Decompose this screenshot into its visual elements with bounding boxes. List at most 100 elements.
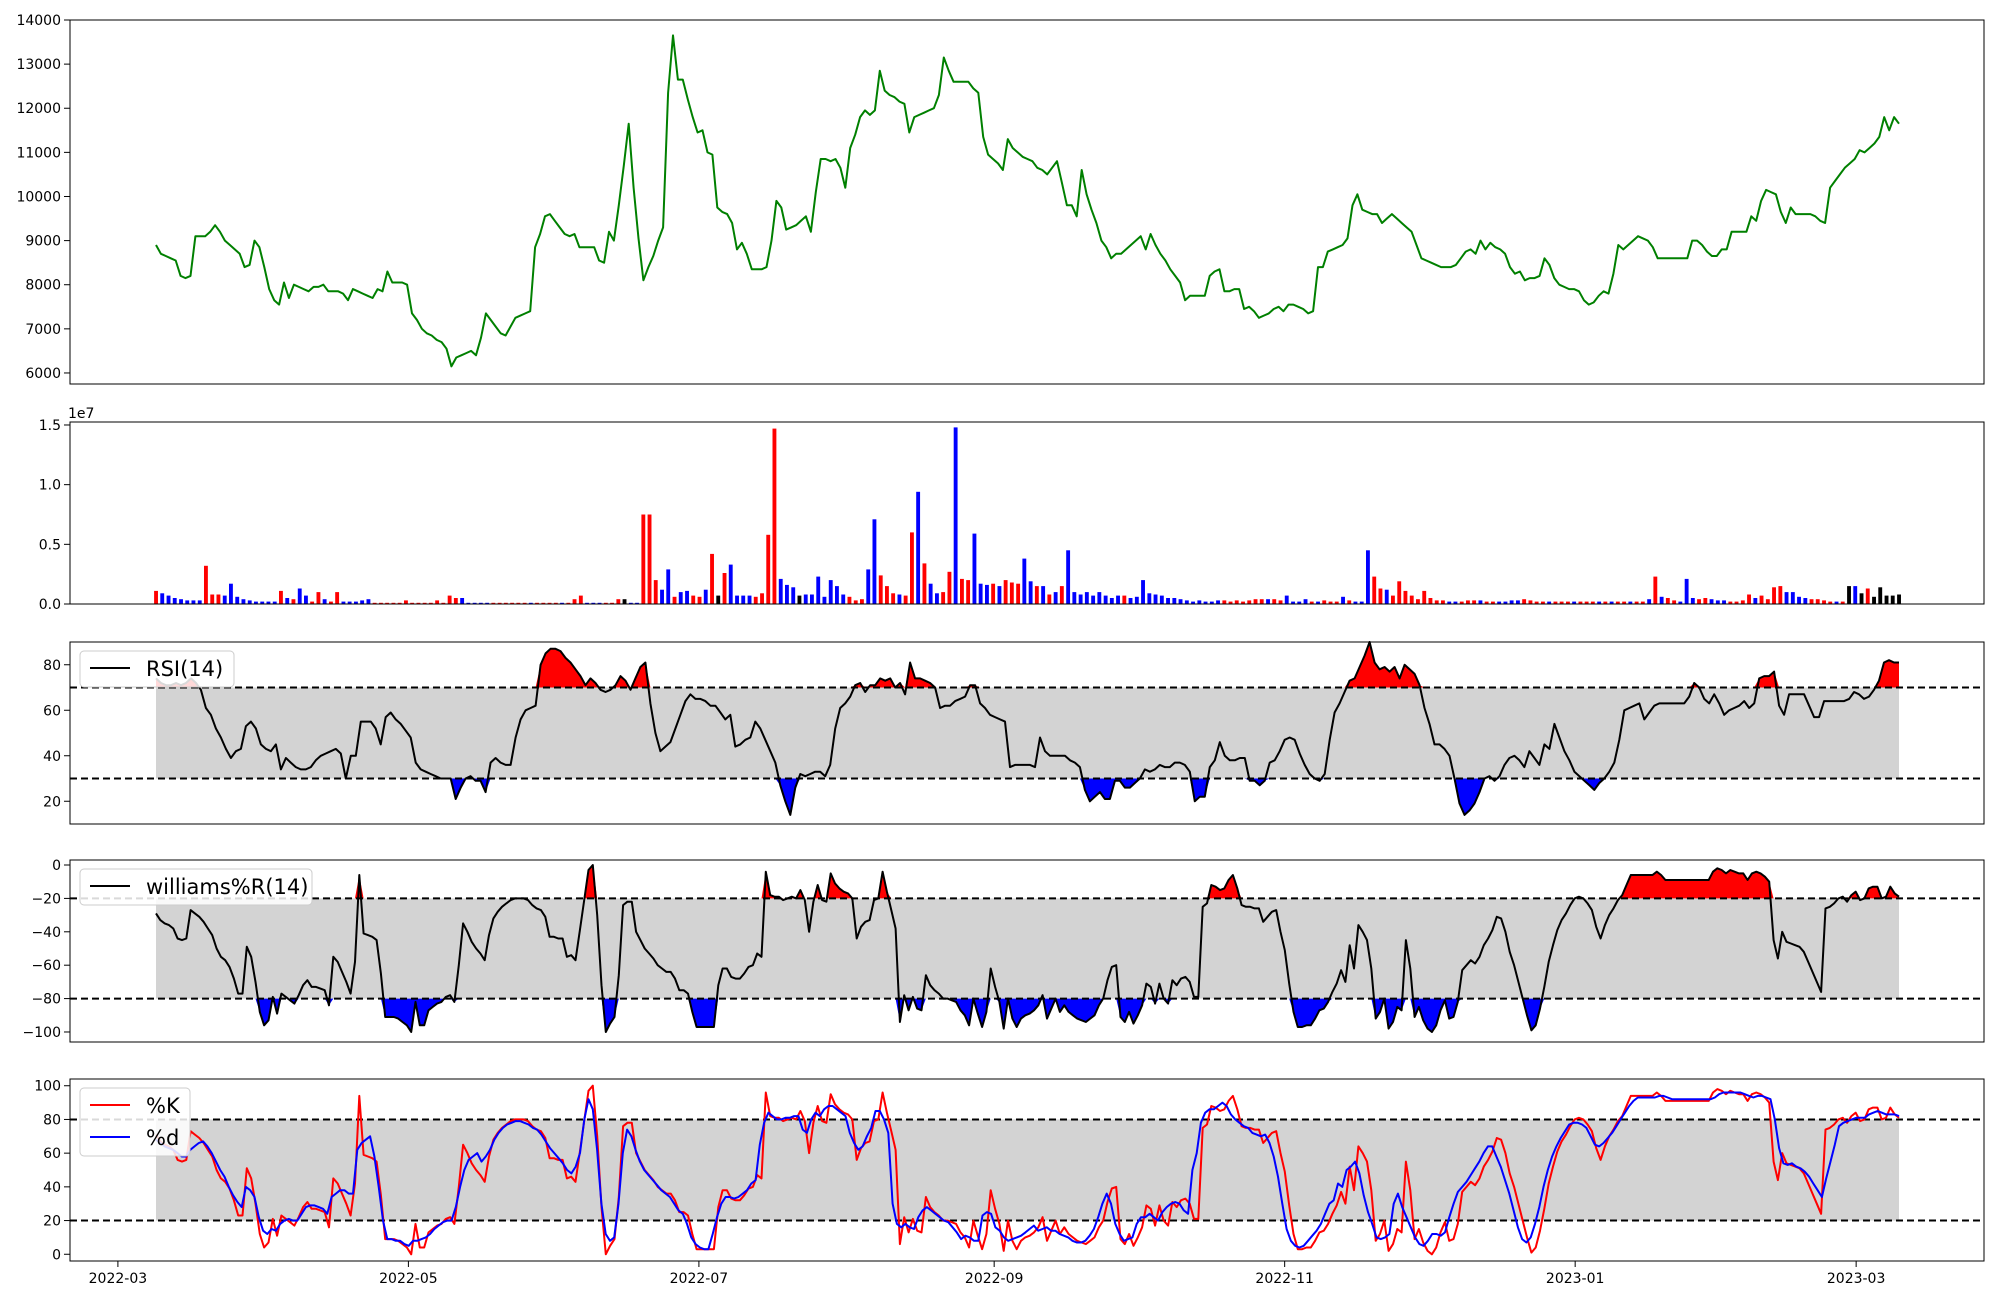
volume-bar: [653, 580, 658, 604]
williams-y-axis: −100 −80 −60 −40 −20 0: [23, 858, 70, 1041]
volume-bar: [329, 601, 333, 604]
volume-bar: [1884, 595, 1889, 604]
volume-bar: [453, 598, 458, 604]
volume-bar: [1128, 598, 1133, 604]
volume-bar: [697, 596, 702, 604]
rsi-oversold-fill: [156, 778, 1899, 815]
volume-bar: [1815, 599, 1820, 604]
volume-bar: [791, 587, 796, 604]
volume-bar: [1772, 587, 1776, 604]
volume-bar: [1391, 595, 1395, 604]
volume-y-tick-label: 0.0: [39, 597, 61, 613]
volume-bar: [1403, 590, 1408, 604]
volume-bar: [1309, 601, 1314, 604]
volume-bar: [1366, 550, 1370, 604]
volume-bar: [354, 601, 358, 604]
volume-bar: [1166, 598, 1170, 604]
rsi-y-tick-label: 20: [43, 794, 61, 810]
volume-bar: [1665, 598, 1670, 604]
price-panel-frame: [69, 19, 1985, 385]
williams-legend: williams%R(14): [79, 868, 313, 906]
volume-bar: [428, 602, 433, 604]
williams-legend-label: williams%R(14): [146, 875, 308, 899]
volume-bar: [497, 602, 502, 604]
volume-bar: [603, 602, 608, 604]
volume-bar: [728, 564, 733, 604]
volume-bar: [903, 595, 908, 604]
volume-bar: [1615, 601, 1620, 604]
volume-bar: [1453, 601, 1458, 604]
volume-bar: [1697, 599, 1701, 604]
volume-bar: [1353, 601, 1358, 604]
volume-bar: [478, 602, 483, 604]
volume-bar: [916, 491, 921, 604]
volume-bar: [1284, 595, 1289, 604]
volume-bar: [947, 571, 952, 604]
volume-bar: [1865, 588, 1870, 604]
volume-bar: [1191, 601, 1195, 604]
volume-bar: [1747, 594, 1751, 604]
williams-y-tick-label: −80: [31, 992, 61, 1008]
volume-bar: [1728, 601, 1733, 604]
volume-bar: [154, 590, 158, 604]
volume-bar: [1041, 586, 1046, 604]
volume-bar: [953, 427, 958, 604]
volume-bar: [1078, 594, 1083, 604]
volume-bar: [1091, 595, 1096, 604]
volume-bar: [528, 602, 533, 604]
volume-bar: [810, 594, 814, 604]
volume-bar: [1572, 601, 1577, 604]
volume-bar: [1216, 600, 1220, 604]
volume-bar: [447, 595, 452, 604]
volume-bar: [1322, 600, 1327, 604]
volume-bar: [1378, 588, 1383, 604]
volume-bar: [347, 601, 352, 604]
volume-bar: [1803, 598, 1808, 604]
volume-bar: [235, 596, 240, 604]
williams-y-tick-label: −100: [23, 1025, 61, 1041]
volume-bar: [553, 602, 558, 604]
date-x-tick-label: 2023-03: [1827, 1271, 1886, 1287]
volume-bar: [1297, 601, 1302, 604]
rsi-y-tick-label: 80: [43, 658, 61, 674]
volume-bar: [1753, 598, 1758, 604]
volume-bar: [1028, 581, 1033, 604]
volume-bar: [247, 600, 252, 604]
volume-bar: [229, 583, 233, 604]
stochastic-y-tick-label: 100: [34, 1079, 61, 1095]
stochastic-y-axis: 0 20 40 60 80 100: [34, 1079, 70, 1263]
volume-bar: [735, 595, 739, 604]
rsi-panel-frame: [69, 641, 1985, 825]
volume-bar: [891, 593, 896, 604]
volume-bar: [741, 595, 746, 604]
volume-bar: [1259, 599, 1264, 604]
volume-bar: [360, 600, 365, 604]
volume-bar: [647, 514, 652, 604]
volume-bar: [1034, 586, 1039, 604]
volume-bar: [1484, 601, 1489, 604]
volume-bar: [966, 580, 971, 604]
volume-bar: [597, 602, 602, 604]
volume-bar: [1203, 601, 1208, 604]
volume-bar: [541, 602, 546, 604]
williams-panel-frame: [69, 859, 1985, 1043]
volume-marks: [154, 427, 1901, 604]
volume-bar: [241, 599, 246, 604]
price-y-tick-label: 10000: [16, 189, 61, 205]
volume-bar: [1053, 592, 1058, 604]
volume-bar: [441, 602, 446, 604]
volume-bar: [491, 602, 496, 604]
volume-bar: [1634, 601, 1639, 604]
volume-bar: [1197, 600, 1202, 604]
volume-bar: [1247, 600, 1252, 604]
volume-bar: [1016, 583, 1021, 604]
volume-bar: [316, 592, 321, 604]
williams-y-tick-label: −20: [31, 891, 61, 907]
volume-bar: [828, 580, 833, 604]
volume-bar: [885, 586, 889, 604]
volume-bar: [1784, 592, 1789, 604]
volume-panel-frame: [69, 421, 1985, 605]
volume-bar: [1428, 598, 1433, 604]
rsi-legend-label: RSI(14): [146, 657, 223, 681]
